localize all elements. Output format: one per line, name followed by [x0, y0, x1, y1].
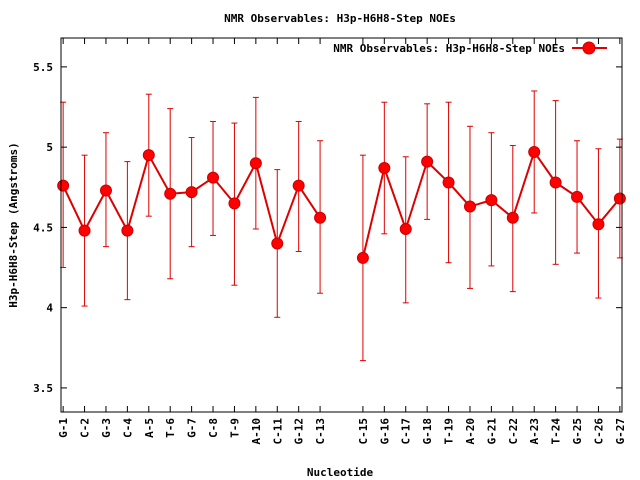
data-point — [592, 218, 605, 231]
y-tick-label: 3.5 — [33, 382, 53, 395]
x-tick-label: G-1 — [57, 418, 70, 438]
data-point — [78, 224, 91, 237]
data-point — [613, 192, 626, 205]
x-tick-label: C-22 — [507, 418, 520, 445]
x-tick-label: A-20 — [464, 418, 477, 445]
x-axis: G-1 C-2 G-3 C-4 A-5 T-6 G-7 C-8 T-9 A-10 C-11 G-12 C… — [57, 38, 627, 445]
y-axis-label: H3p-H6H8-Step (Angstroms) — [7, 142, 20, 308]
legend-marker-swatch — [582, 41, 596, 55]
x-axis-label: Nucleotide — [307, 466, 374, 479]
x-tick-label: A-10 — [250, 418, 263, 445]
data-point — [249, 157, 262, 170]
data-point — [164, 187, 177, 200]
data-point — [356, 251, 369, 264]
x-tick-label: C-8 — [207, 418, 220, 438]
data-point — [228, 197, 241, 210]
y-tick-label: 5 — [46, 141, 53, 154]
x-tick-label: C-17 — [400, 418, 413, 445]
data-point — [292, 179, 305, 192]
x-tick-label: T-9 — [228, 418, 241, 438]
data-point — [421, 155, 434, 168]
plot-frame — [60, 37, 623, 413]
x-tick-label: G-21 — [485, 418, 498, 445]
x-tick-label: T-24 — [550, 418, 563, 445]
x-tick-label: G-25 — [571, 418, 584, 445]
x-tick-label: T-6 — [164, 418, 177, 438]
data-point — [99, 184, 112, 197]
legend-label: NMR Observables: H3p-H6H8-Step NOEs — [333, 42, 565, 55]
data-point — [57, 179, 70, 192]
y-tick-label: 5.5 — [33, 61, 53, 74]
x-tick-label: A-5 — [143, 418, 156, 438]
x-tick-label: G-16 — [378, 418, 391, 445]
data-point — [121, 224, 134, 237]
x-tick-label: C-4 — [121, 418, 134, 438]
y-tick-label: 4.5 — [33, 221, 53, 234]
data-point — [571, 190, 584, 203]
data-point — [142, 149, 155, 162]
x-tick-label: T-19 — [443, 418, 456, 445]
data-point — [549, 176, 562, 189]
data-point — [528, 145, 541, 158]
data-point — [314, 211, 327, 224]
legend: NMR Observables: H3p-H6H8-Step NOEs — [333, 41, 607, 55]
data-point — [271, 237, 284, 250]
data-point — [506, 211, 519, 224]
y-axis: 3.5 4 4.5 5 5.5 — [33, 61, 622, 395]
data-point — [378, 162, 391, 175]
x-tick-label: G-12 — [293, 418, 306, 445]
x-tick-label: C-2 — [79, 418, 92, 438]
x-tick-label: A-23 — [528, 418, 541, 445]
x-tick-label: C-26 — [592, 418, 605, 445]
x-tick-label: C-11 — [271, 418, 284, 445]
data-point — [442, 176, 455, 189]
data-point — [485, 194, 498, 207]
data-point — [185, 186, 198, 199]
x-tick-label: C-15 — [357, 418, 370, 445]
data-point — [463, 200, 476, 213]
y-tick-label: 4 — [46, 302, 53, 315]
x-tick-label: G-3 — [100, 418, 113, 438]
plot-area — [57, 90, 626, 362]
data-point — [399, 223, 412, 236]
x-tick-label: G-7 — [186, 418, 199, 438]
x-tick-label: G-18 — [421, 418, 434, 445]
x-tick-label: C-13 — [314, 418, 327, 445]
chart-title: NMR Observables: H3p-H6H8-Step NOEs — [224, 12, 456, 25]
x-tick-label: G-27 — [614, 418, 627, 445]
data-point — [207, 171, 220, 184]
